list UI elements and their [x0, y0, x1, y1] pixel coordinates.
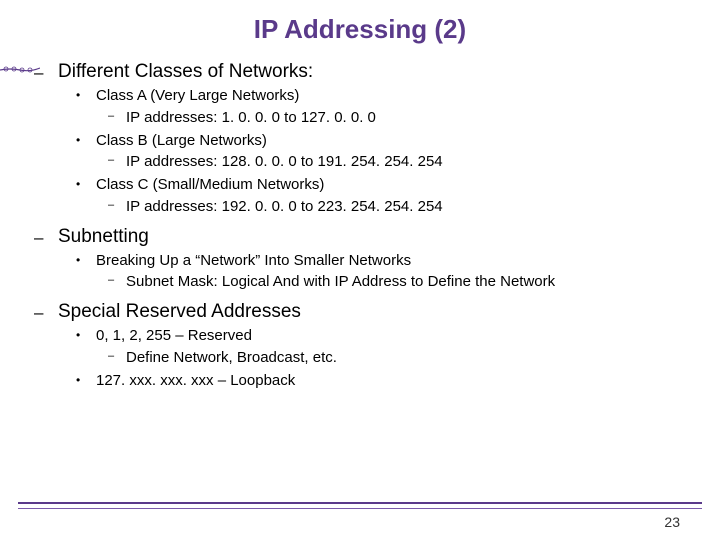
slide-content: Different Classes of Networks: Class A (… [0, 61, 720, 391]
page-number: 23 [664, 514, 680, 530]
bullet-item: Class C (Small/Medium Networks) [96, 174, 700, 196]
divider-rule-light [18, 508, 702, 509]
section-heading: Different Classes of Networks: [58, 61, 700, 83]
bullet-item: Breaking Up a “Network” Into Smaller Net… [96, 250, 700, 272]
slide-title: IP Addressing (2) [0, 0, 720, 53]
bullet-item: 0, 1, 2, 255 – Reserved [96, 325, 700, 347]
sub-bullet-item: Subnet Mask: Logical And with IP Address… [126, 271, 700, 293]
bullet-item: 127. xxx. xxx. xxx – Loopback [96, 370, 700, 392]
sub-bullet-item: IP addresses: 192. 0. 0. 0 to 223. 254. … [126, 196, 700, 218]
sub-bullet-item: Define Network, Broadcast, etc. [126, 347, 700, 369]
sub-bullet-item: IP addresses: 128. 0. 0. 0 to 191. 254. … [126, 151, 700, 173]
sub-bullet-item: IP addresses: 1. 0. 0. 0 to 127. 0. 0. 0 [126, 107, 700, 129]
bullet-item: Class A (Very Large Networks) [96, 85, 700, 107]
section-heading: Special Reserved Addresses [58, 301, 700, 323]
section-heading: Subnetting [58, 226, 700, 248]
bullet-item: Class B (Large Networks) [96, 130, 700, 152]
divider-rule [18, 502, 702, 504]
